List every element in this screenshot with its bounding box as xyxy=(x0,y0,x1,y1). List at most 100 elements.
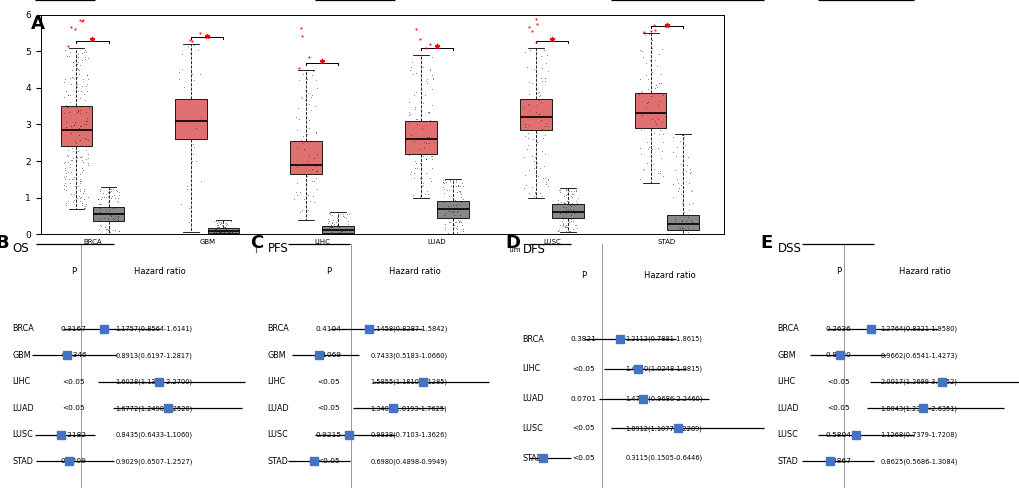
Point xyxy=(437,223,453,231)
Text: C: C xyxy=(251,234,264,252)
Point xyxy=(212,227,228,235)
Point xyxy=(101,206,117,214)
Point xyxy=(421,65,437,73)
Point xyxy=(183,70,200,78)
Point xyxy=(72,95,89,102)
Point xyxy=(304,91,320,99)
Point xyxy=(414,63,430,71)
Point xyxy=(565,218,581,225)
Point xyxy=(450,217,467,225)
Text: <0.05: <0.05 xyxy=(317,379,339,385)
Point xyxy=(76,55,93,63)
Point xyxy=(307,162,323,170)
Point xyxy=(206,217,222,224)
Point xyxy=(300,157,316,164)
Point xyxy=(98,225,114,233)
Point xyxy=(674,220,690,227)
Point xyxy=(305,193,321,201)
Point xyxy=(79,193,96,201)
Point xyxy=(439,202,455,210)
Text: P: P xyxy=(71,267,76,276)
Point xyxy=(642,92,658,100)
Text: Hazard ratio: Hazard ratio xyxy=(898,267,950,276)
Point xyxy=(569,199,585,207)
Point xyxy=(78,71,95,79)
Point xyxy=(448,208,465,216)
Point xyxy=(418,187,434,195)
Point xyxy=(549,227,566,235)
Point xyxy=(557,205,574,213)
Point xyxy=(328,226,344,234)
Point xyxy=(672,224,688,232)
Text: D: D xyxy=(505,234,520,252)
Point xyxy=(679,153,695,161)
Point xyxy=(674,131,690,139)
Point xyxy=(527,56,543,63)
Point xyxy=(77,46,94,54)
Point xyxy=(91,217,107,225)
Point xyxy=(523,27,539,35)
Point xyxy=(209,221,225,229)
Point xyxy=(179,182,196,190)
Point xyxy=(634,87,650,95)
Point xyxy=(329,230,345,238)
Point xyxy=(73,102,90,110)
Point xyxy=(56,78,72,86)
Point xyxy=(102,211,118,219)
Point xyxy=(443,208,460,216)
Point xyxy=(555,207,572,215)
Point xyxy=(320,215,336,223)
Point xyxy=(519,141,535,149)
Point xyxy=(192,70,208,78)
Point xyxy=(549,227,566,235)
Point xyxy=(68,80,85,88)
PathPatch shape xyxy=(175,99,207,139)
Point xyxy=(301,152,317,160)
Point xyxy=(649,144,665,152)
Point xyxy=(60,152,76,160)
Point xyxy=(668,175,685,183)
Point xyxy=(331,229,347,237)
Point xyxy=(78,117,95,124)
Point xyxy=(102,227,118,235)
Point xyxy=(106,192,122,200)
Point xyxy=(309,84,325,92)
Point xyxy=(183,37,200,45)
Point xyxy=(674,130,690,138)
Point xyxy=(65,58,82,66)
Point xyxy=(445,221,462,228)
Text: 0.0701: 0.0701 xyxy=(571,396,596,402)
Point xyxy=(307,102,323,109)
Point xyxy=(175,83,192,91)
Point xyxy=(71,153,88,161)
Point xyxy=(297,86,313,94)
Point xyxy=(66,197,83,204)
Point xyxy=(208,220,224,227)
Point xyxy=(652,70,668,78)
PathPatch shape xyxy=(520,99,551,130)
Point xyxy=(637,59,653,67)
Text: LUAD: LUAD xyxy=(12,404,35,413)
Point xyxy=(62,190,78,198)
Point xyxy=(323,223,339,230)
Point xyxy=(216,227,232,235)
Point xyxy=(551,221,568,229)
Point xyxy=(450,187,467,195)
Point xyxy=(79,150,96,158)
Point xyxy=(535,162,551,169)
Point xyxy=(69,108,86,116)
Point xyxy=(646,84,662,92)
Point xyxy=(680,228,696,236)
Point xyxy=(221,228,237,236)
Point xyxy=(525,192,541,200)
Point xyxy=(60,158,76,165)
Point xyxy=(451,218,468,225)
Point xyxy=(519,100,535,107)
Point xyxy=(77,204,94,212)
Point xyxy=(57,75,73,82)
Point xyxy=(673,182,689,189)
Point xyxy=(215,224,231,232)
Point xyxy=(68,96,85,103)
Point xyxy=(58,87,74,95)
Point xyxy=(640,98,656,106)
